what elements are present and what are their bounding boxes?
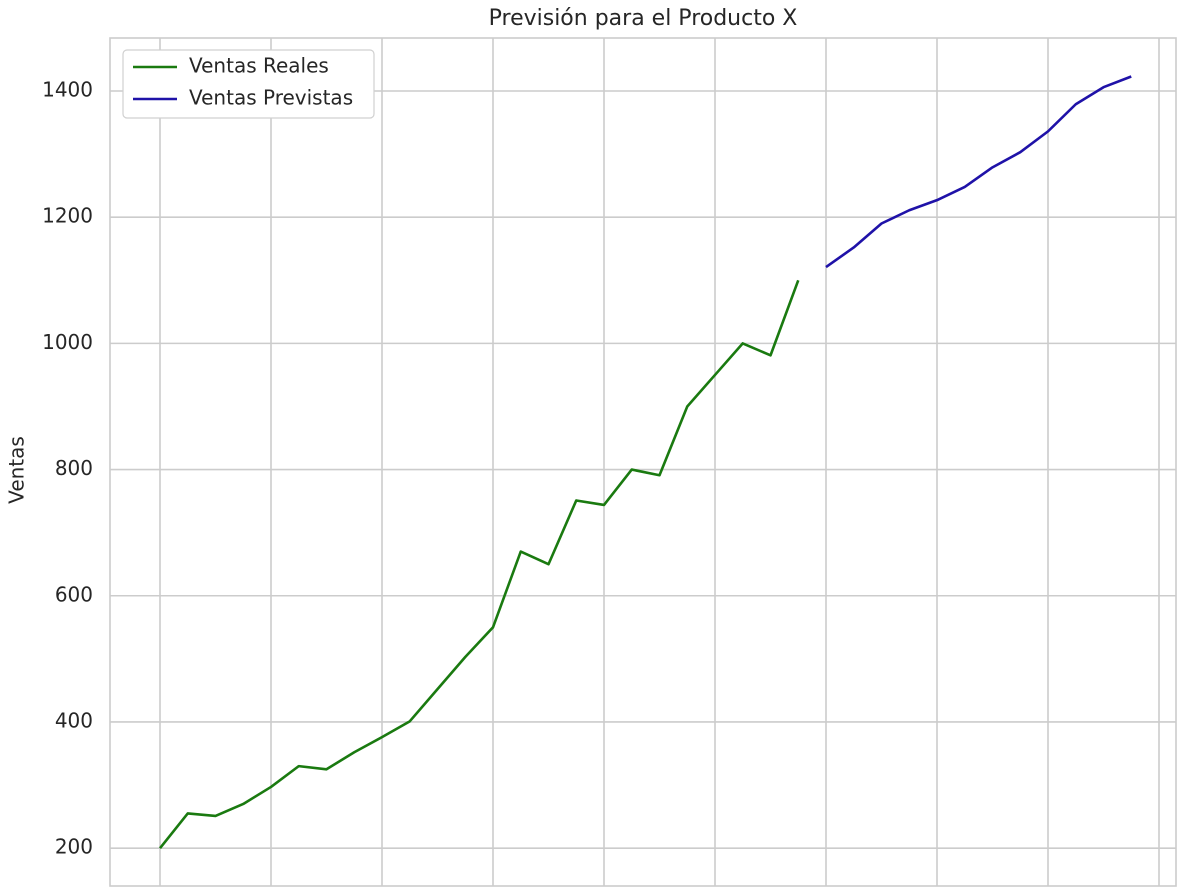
series-line <box>158 279 800 849</box>
y-tick-label: 1400 <box>42 78 93 102</box>
legend-label: Ventas Reales <box>189 54 329 78</box>
y-tick-label: 600 <box>55 582 93 606</box>
plot <box>158 75 1132 849</box>
chart-title: Previsión para el Producto X <box>489 6 798 31</box>
y-tick-label: 800 <box>55 456 93 480</box>
legend: Ventas Reales Ventas Previstas <box>122 49 375 119</box>
y-tick-label: 400 <box>55 708 93 732</box>
y-tick-label: 200 <box>55 835 93 859</box>
y-tick-label: 1000 <box>42 330 93 354</box>
series-line <box>825 75 1132 269</box>
legend-box <box>122 49 375 119</box>
y-axis-label: Ventas <box>5 436 29 504</box>
y-tick-label: 1200 <box>42 204 93 228</box>
grid <box>110 38 1176 886</box>
plot-frame <box>109 37 1177 887</box>
legend-label: Ventas Previstas <box>189 86 353 110</box>
